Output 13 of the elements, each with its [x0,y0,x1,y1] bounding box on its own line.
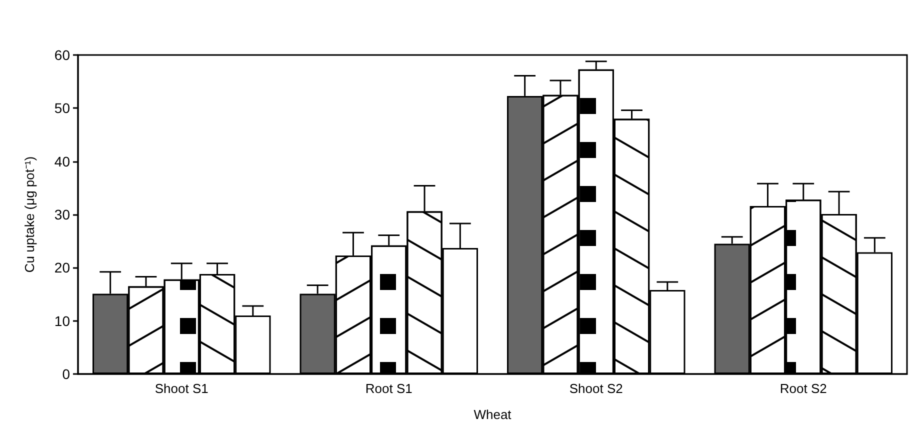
y-tick-label: 0 [62,366,70,382]
y-tick-label: 50 [54,100,70,116]
y-tick-label: 60 [54,47,70,63]
y-tick-label: 30 [54,206,70,222]
y-axis-title: Cu uptake (μg pot⁻¹) [22,156,37,273]
y-tick-label: 20 [54,260,70,276]
x-tick-label: Shoot S2 [569,381,623,396]
y-tick-label: 40 [54,153,70,170]
x-tick-label: Shoot S1 [154,381,208,396]
x-tick-label: Root S1 [365,381,412,396]
y-tick-label: 10 [54,312,70,329]
x-tick-label: Root S2 [780,381,827,396]
x-axis-title: Wheat [474,407,512,422]
